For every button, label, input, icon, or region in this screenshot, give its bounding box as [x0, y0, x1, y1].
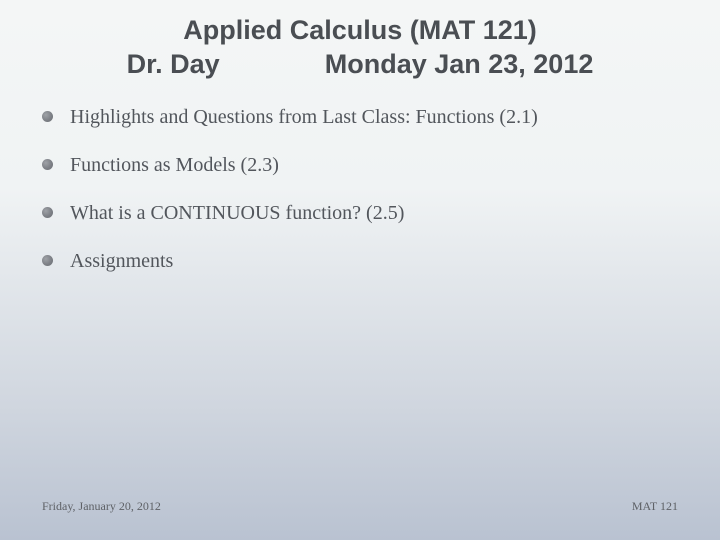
title-line-2: Dr. Day Monday Jan 23, 2012	[0, 48, 720, 82]
slide-footer: Friday, January 20, 2012 MAT 121	[0, 499, 720, 514]
footer-date: Friday, January 20, 2012	[42, 499, 161, 514]
slide-title: Applied Calculus (MAT 121) Dr. Day Monda…	[0, 0, 720, 82]
bullet-list: Highlights and Questions from Last Class…	[0, 104, 720, 274]
list-item: Highlights and Questions from Last Class…	[42, 104, 720, 130]
footer-course: MAT 121	[632, 499, 678, 514]
title-instructor: Dr. Day	[127, 48, 220, 82]
title-line-1: Applied Calculus (MAT 121)	[0, 14, 720, 48]
title-date: Monday Jan 23, 2012	[325, 48, 594, 82]
list-item: Functions as Models (2.3)	[42, 152, 720, 178]
list-item: Assignments	[42, 248, 720, 274]
list-item: What is a CONTINUOUS function? (2.5)	[42, 200, 720, 226]
